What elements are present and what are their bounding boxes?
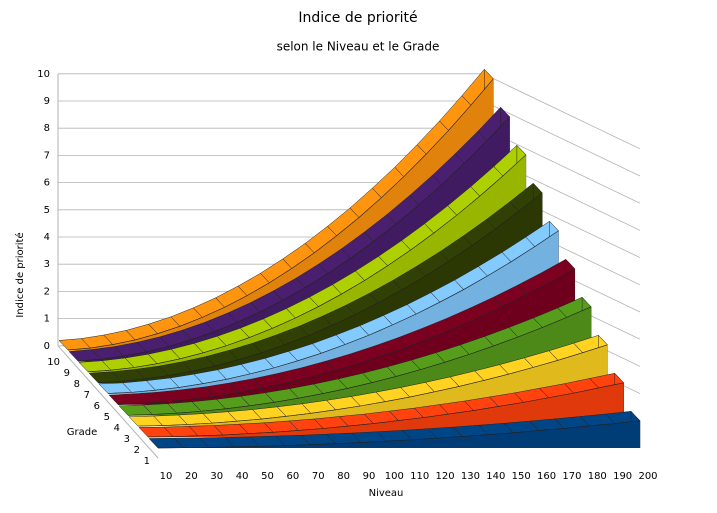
depth-tick-label: 7: [84, 390, 90, 401]
y-tick-label: 6: [44, 178, 50, 189]
x-tick-label: 70: [312, 471, 325, 482]
ribbon-face: [158, 420, 640, 448]
series-line: [87, 154, 527, 373]
x-tick-label: 10: [160, 471, 173, 482]
series-line: [97, 192, 543, 383]
x-axis-title: Niveau: [369, 488, 404, 499]
series-line: [127, 306, 592, 416]
x-tick-label: 90: [363, 471, 376, 482]
depth-axis-title: Grade: [67, 427, 98, 438]
series-line: [117, 268, 575, 405]
depth-tick-label: 8: [74, 379, 80, 390]
depth-tick-label: 6: [94, 401, 100, 412]
depth-tick-label: 2: [134, 445, 140, 456]
y-tick-label: 9: [44, 96, 50, 107]
axis-line: [57, 345, 159, 459]
depth-tick-label: 10: [47, 357, 60, 368]
grid-line: [58, 127, 641, 204]
x-tick-label: 160: [537, 471, 556, 482]
x-tick-label: 50: [261, 471, 274, 482]
x-tick-label: 180: [588, 471, 607, 482]
depth-tick-label: 3: [124, 434, 130, 445]
x-tick-label: 150: [512, 471, 531, 482]
series-line: [67, 78, 494, 351]
x-tick-label: 60: [286, 471, 299, 482]
series-line: [107, 230, 559, 394]
x-tick-label: 130: [461, 471, 480, 482]
chart-subtitle: selon le Niveau et le Grade: [277, 40, 440, 54]
y-tick-label: 7: [44, 150, 50, 161]
depth-tick-label: 1: [144, 456, 150, 467]
y-tick-label: 0: [44, 341, 50, 352]
x-tick-label: 20: [185, 471, 198, 482]
grid-line: [58, 100, 641, 177]
x-tick-label: 200: [638, 471, 657, 482]
depth-tick-label: 4: [114, 423, 120, 434]
y-tick-label: 1: [44, 314, 50, 325]
x-tick-label: 80: [337, 471, 350, 482]
series-line: [77, 116, 510, 362]
x-tick-label: 110: [410, 471, 429, 482]
depth-tick-label: 9: [64, 368, 70, 379]
y-tick-label: 8: [44, 123, 50, 134]
series-line: [137, 344, 608, 427]
y-tick-label: 5: [44, 205, 50, 216]
grid-line: [58, 73, 641, 150]
x-tick-label: 30: [210, 471, 223, 482]
x-tick-label: 40: [236, 471, 249, 482]
y-axis-title: Indice de priorité: [14, 232, 26, 317]
x-tick-label: 140: [486, 471, 505, 482]
x-tick-label: 120: [436, 471, 455, 482]
y-tick-label: 10: [37, 69, 50, 80]
chart-title: Indice de priorité: [298, 10, 417, 26]
series-line: [147, 382, 624, 438]
depth-tick-label: 5: [104, 412, 110, 423]
y-tick-label: 4: [44, 232, 50, 243]
x-tick-label: 100: [385, 471, 404, 482]
y-tick-label: 3: [44, 259, 50, 270]
x-tick-label: 170: [562, 471, 581, 482]
y-tick-label: 2: [44, 286, 50, 297]
ribbon-shade: [158, 420, 640, 448]
series-line: [157, 420, 641, 449]
x-tick-label: 190: [613, 471, 632, 482]
